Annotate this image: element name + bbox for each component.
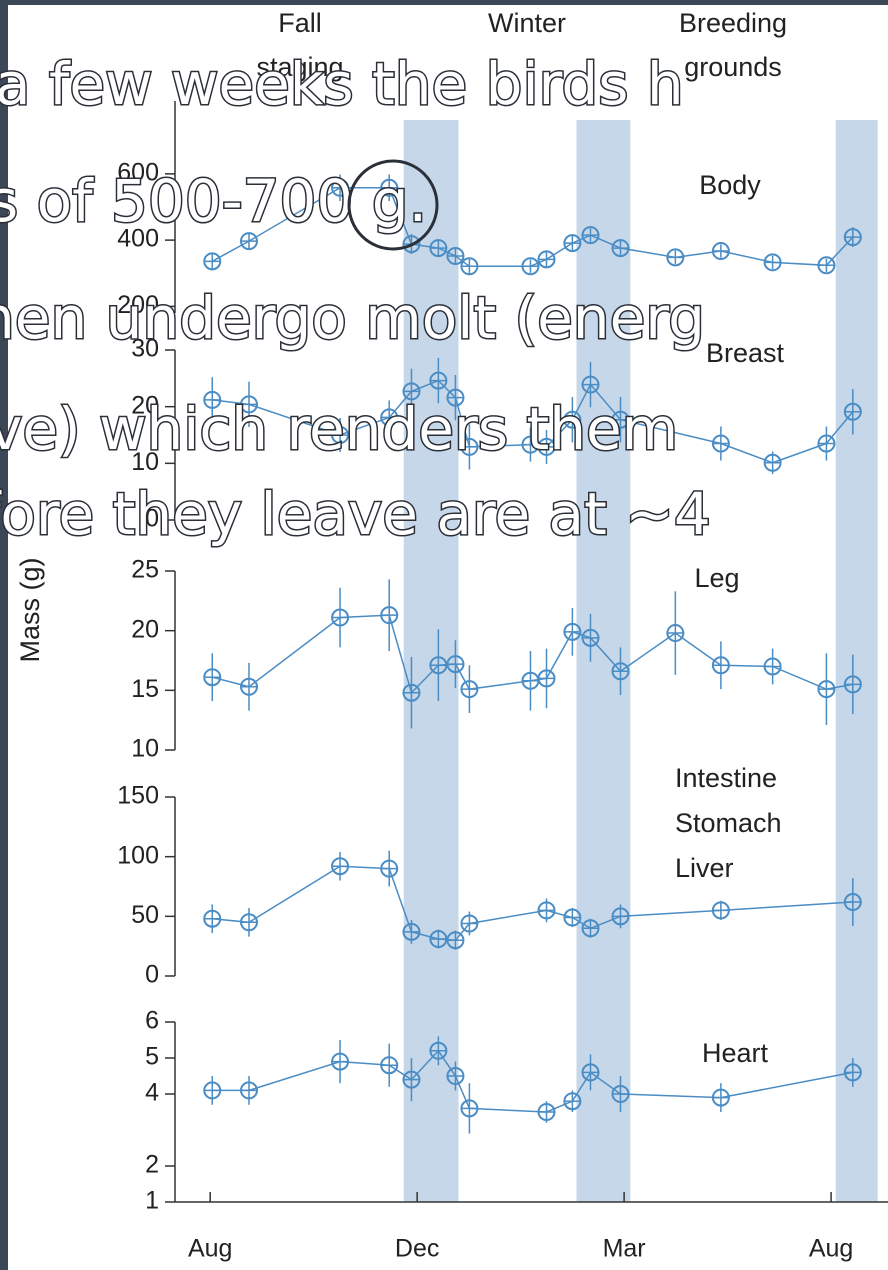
y-tick-label: 50	[131, 901, 159, 929]
panel-label: Heart	[702, 1038, 769, 1068]
y-tick-label: 20	[131, 391, 159, 419]
season-label: Fall	[278, 8, 322, 38]
y-tick-label: 5	[145, 1043, 159, 1071]
slide-text-line: s of 500-700 g.	[0, 167, 427, 235]
y-tick-label: 0	[145, 961, 159, 989]
y-axis-label: Mass (g)	[15, 557, 45, 662]
x-tick-label: Mar	[603, 1235, 646, 1263]
panel-label: Leg	[694, 563, 739, 593]
y-tick-label: 600	[117, 158, 159, 186]
y-tick-label: 4	[145, 1079, 159, 1107]
season-label: Winter	[488, 8, 566, 38]
y-tick-label: 2	[145, 1151, 159, 1179]
panel-label: Breast	[706, 338, 785, 368]
slide-text-line: fore they leave are at ~4	[0, 480, 711, 548]
slide-text: a few weeks the birds h s of 500-700 g. he…	[0, 49, 712, 550]
y-tick-label: 400	[117, 225, 159, 253]
x-tick-label: Aug	[188, 1235, 232, 1263]
panel-label: Stomach	[675, 808, 782, 838]
y-tick-label: 10	[131, 735, 159, 763]
panel-label: Liver	[675, 853, 734, 883]
season-band	[576, 120, 631, 1202]
slide-text-line: ve) which renders them	[0, 395, 678, 463]
y-tick-label: 150	[117, 782, 159, 810]
season-label: grounds	[684, 52, 782, 82]
y-tick-label: 15	[131, 675, 159, 703]
y-tick-label: 200	[117, 291, 159, 319]
y-tick-label: 1	[145, 1187, 159, 1215]
x-tick-label: Dec	[395, 1235, 439, 1263]
slide-text-line: a few weeks the birds h	[0, 50, 684, 118]
season-label: staging	[256, 52, 343, 82]
panel-label: Body	[699, 170, 761, 200]
highlight-circle	[347, 159, 439, 251]
y-tick-label: 100	[117, 841, 159, 869]
y-tick-label: 10	[131, 448, 159, 476]
x-tick-label: Aug	[809, 1235, 853, 1263]
y-tick-label: 20	[131, 615, 159, 643]
season-band	[835, 120, 878, 1202]
panel-label: Intestine	[675, 763, 777, 793]
y-tick-label: 0	[145, 505, 159, 533]
y-tick-label: 25	[131, 556, 159, 584]
y-tick-label: 30	[131, 335, 159, 363]
season-label: Breeding	[679, 8, 787, 38]
y-tick-label: 6	[145, 1007, 159, 1035]
slide-text-line: hen undergo molt (energ	[0, 284, 705, 352]
